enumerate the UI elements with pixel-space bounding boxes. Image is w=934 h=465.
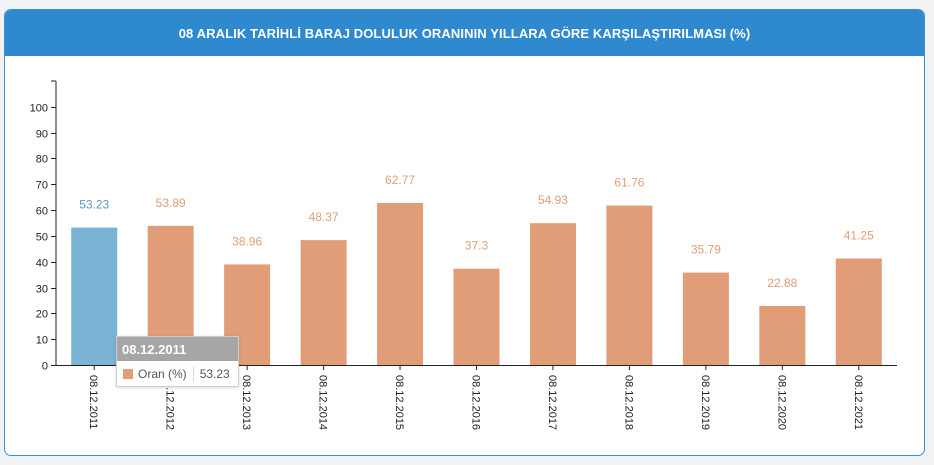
bar-value-label: 37.3 — [465, 239, 489, 253]
x-tick-label: 08.12.2018 — [622, 375, 634, 430]
tooltip-swatch-icon — [123, 369, 133, 379]
tooltip-row: Oran (%) 53.23 — [117, 361, 238, 387]
bar — [759, 305, 806, 365]
tooltip-date: 08.12.2011 — [117, 337, 238, 361]
x-tick-label: 08.12.2013 — [240, 375, 252, 430]
bar — [606, 205, 653, 365]
y-tick-label: 30 — [36, 284, 48, 296]
bar-value-label: 54.93 — [538, 193, 568, 207]
bar-value-label: 62.77 — [385, 173, 415, 187]
x-tick-label: 08.12.2016 — [470, 375, 482, 430]
x-tick-label: 08.12.2019 — [699, 375, 711, 430]
bar — [377, 202, 424, 365]
bar-value-label: 53.89 — [156, 196, 186, 210]
x-tick-label: 08.12.2012 — [164, 375, 176, 430]
chart-tooltip: 08.12.2011 Oran (%) 53.23 — [116, 336, 239, 387]
y-tick-label: 20 — [36, 309, 48, 321]
chart-title: 08 ARALIK TARİHLİ BARAJ DOLULUK ORANININ… — [5, 10, 924, 56]
x-tick-label: 08.12.2014 — [317, 375, 329, 430]
bar — [300, 240, 347, 365]
tooltip-separator — [192, 366, 194, 382]
y-tick-label: 50 — [36, 232, 48, 244]
bar — [71, 227, 118, 365]
bar-value-label: 38.96 — [232, 234, 262, 248]
bar — [529, 223, 576, 365]
chart-panel: 08 ARALIK TARİHLİ BARAJ DOLULUK ORANININ… — [4, 9, 925, 456]
tooltip-value: 53.23 — [199, 367, 230, 381]
bar — [682, 272, 729, 365]
x-tick-label: 08.12.2017 — [546, 375, 558, 430]
x-tick-label: 08.12.2021 — [852, 375, 864, 430]
y-tick-label: 10 — [36, 335, 48, 347]
y-tick-label: 60 — [36, 206, 48, 218]
bar-chart: 0 10 20 30 40 50 60 70 80 90 100 53.23 08.12.2011 53.… — [30, 80, 897, 430]
y-tick-label: 70 — [36, 180, 48, 192]
bar-value-label: 35.79 — [691, 243, 721, 257]
bar-value-label: 53.23 — [79, 198, 109, 212]
bar-value-label: 61.76 — [614, 176, 644, 190]
bar-value-label: 22.88 — [767, 276, 797, 290]
x-tick-label: 08.12.2011 — [87, 375, 99, 429]
bar-value-label: 48.37 — [309, 210, 339, 224]
x-tick-label: 08.12.2015 — [393, 375, 405, 430]
bar — [453, 268, 500, 365]
tooltip-series-name: Oran (%) — [138, 367, 187, 381]
x-tick-label: 08.12.2020 — [775, 375, 787, 430]
y-tick-label: 40 — [36, 258, 48, 270]
y-tick-label: 80 — [36, 154, 48, 166]
y-tick-label: 0 — [42, 361, 48, 373]
y-tick-label: 90 — [36, 129, 48, 141]
bar — [835, 258, 882, 365]
bar-value-label: 41.25 — [844, 229, 874, 243]
chart-area: 0 10 20 30 40 50 60 70 80 90 100 53.23 08.12.2011 53.… — [5, 56, 924, 455]
y-tick-label: 100 — [30, 103, 48, 115]
